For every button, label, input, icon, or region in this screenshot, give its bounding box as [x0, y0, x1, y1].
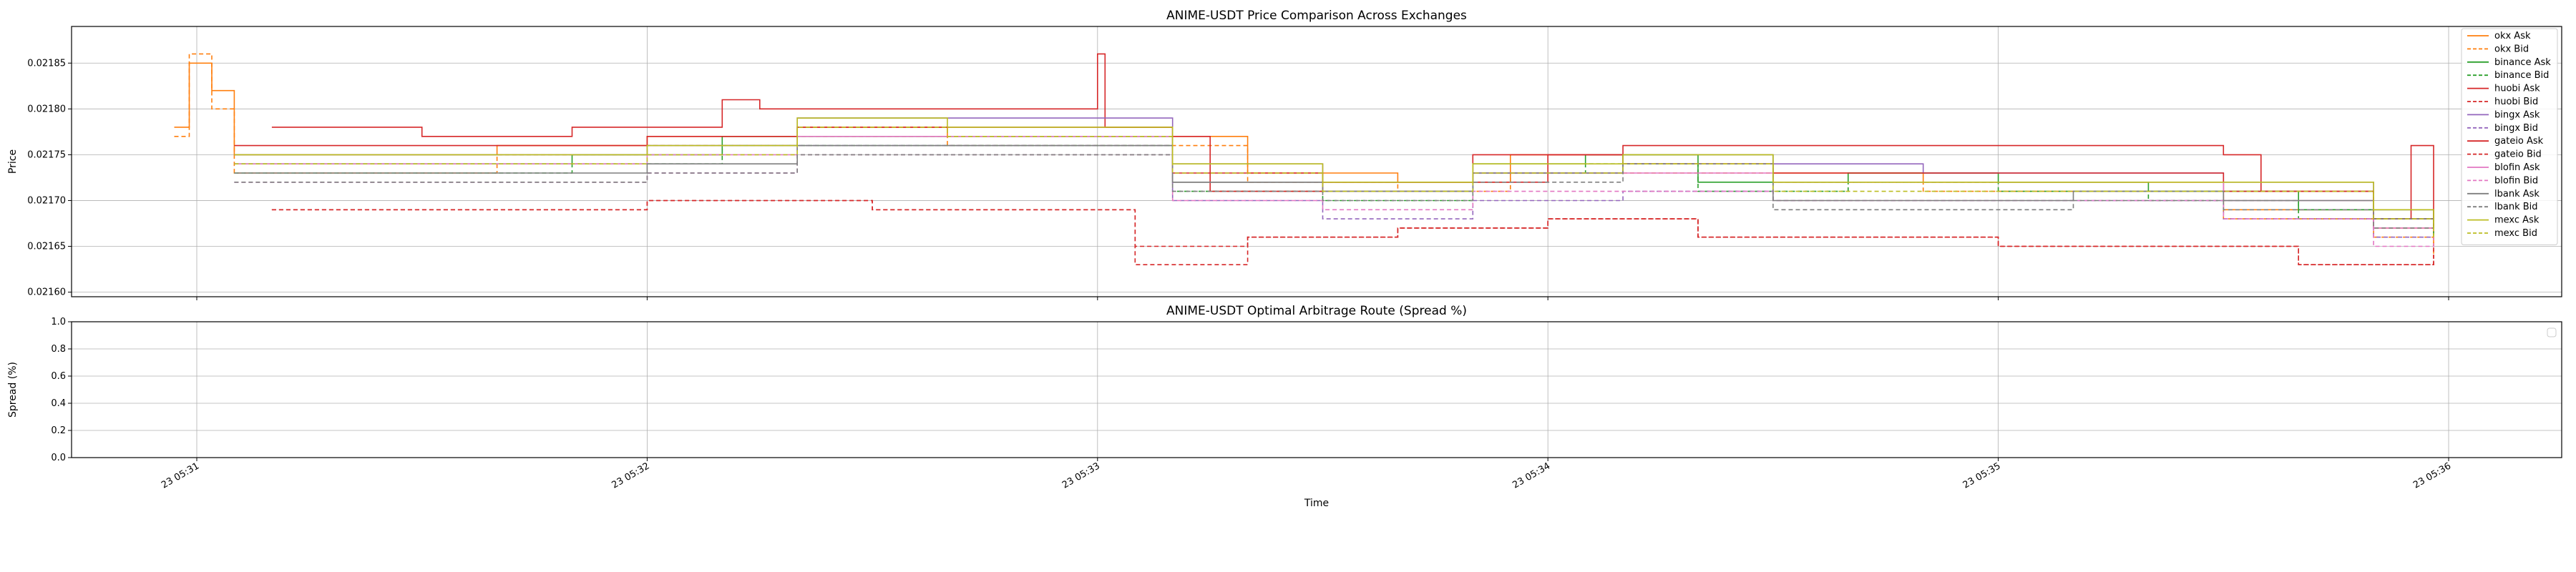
y-tick-label: 0.02175 [27, 149, 66, 160]
y-tick-label: 1.0 [51, 317, 66, 327]
legend-entry: okx Ask [2494, 31, 2531, 41]
y-tick-label: 0.2 [51, 425, 66, 436]
legend-entry: mexc Bid [2494, 228, 2537, 239]
y-tick-label: 0.0 [51, 453, 66, 463]
price-chart-y-ticks: 0.02160 0.02165 0.02170 0.02175 0.02180 0.021… [27, 58, 72, 298]
spread-chart-frame [71, 321, 2562, 458]
legend-entry: blofin Bid [2494, 175, 2538, 186]
legend-entry: lbank Ask [2494, 189, 2540, 199]
series-line-lbank-bid [234, 154, 2434, 229]
legend-entry: lbank Bid [2494, 202, 2538, 212]
y-tick-label: 0.02180 [27, 104, 66, 114]
y-tick-label: 0.02170 [27, 195, 66, 206]
y-tick-label: 0.4 [51, 398, 66, 409]
spread-chart-x-label: Time [1304, 498, 1329, 509]
y-tick-label: 0.8 [51, 344, 66, 355]
y-tick-label: 0.6 [51, 371, 66, 382]
series-line-gateio-bid [271, 199, 2434, 265]
legend-entry: binance Ask [2494, 57, 2551, 68]
series-line-mexc-ask [234, 117, 2434, 228]
spread-chart-title: ANIME-USDT Optimal Arbitrage Route (Spre… [1166, 304, 1467, 318]
series-line-mexc-bid [234, 127, 2434, 237]
legend-entry: bingx Ask [2494, 109, 2540, 120]
y-tick-label: 0.02185 [27, 58, 66, 69]
y-tick-label: 0.02165 [27, 242, 66, 252]
legend-entry: mexc Ask [2494, 215, 2540, 226]
legend-entry: blofin Ask [2494, 162, 2540, 173]
price-chart-title: ANIME-USDT Price Comparison Across Excha… [1166, 9, 1467, 23]
legend-entry: huobi Bid [2494, 97, 2538, 107]
legend-entry: gateio Bid [2494, 149, 2542, 160]
legend-entry: huobi Ask [2494, 84, 2540, 94]
legend-entry: binance Bid [2494, 70, 2549, 81]
legend-entry: bingx Bid [2494, 123, 2538, 134]
price-chart-x-ticks [196, 297, 2449, 300]
legend-box [2461, 28, 2558, 245]
price-chart-legend: okx Ask okx Bid binance Ask binance Bid huob… [2461, 28, 2558, 245]
price-chart-series [174, 53, 2434, 265]
spread-chart-y-label: Spread (%) [7, 362, 19, 418]
price-chart-y-label: Price [7, 149, 19, 174]
legend-entry: okx Bid [2494, 44, 2529, 54]
legend-entry: gateio Ask [2494, 136, 2544, 147]
price-chart-frame [71, 26, 2562, 297]
y-tick-label: 0.02160 [27, 287, 66, 298]
spread-chart-legend [2547, 327, 2557, 337]
spread-chart-y-ticks: 0.0 0.2 0.4 0.6 0.8 1.0 [51, 317, 72, 463]
